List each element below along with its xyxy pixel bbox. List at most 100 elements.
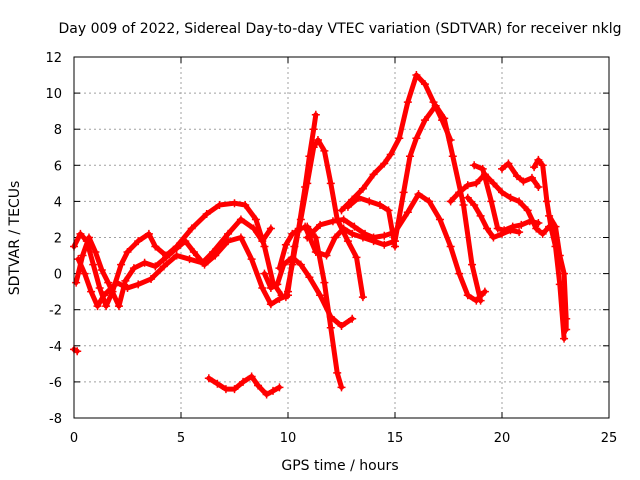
data-point-marker xyxy=(420,80,429,89)
series-track-q xyxy=(545,211,571,334)
data-point-marker xyxy=(515,228,524,237)
data-point-marker xyxy=(523,206,532,215)
data-point-marker xyxy=(562,325,571,334)
data-point-marker xyxy=(89,260,98,269)
data-point-marker xyxy=(311,247,320,256)
data-point-marker xyxy=(446,242,455,251)
data-point-marker xyxy=(542,197,551,206)
data-point-marker xyxy=(104,278,113,287)
series-line xyxy=(283,112,319,300)
data-point-marker xyxy=(504,159,513,168)
data-point-marker xyxy=(380,159,389,168)
data-point-marker xyxy=(339,215,348,224)
series-track-d xyxy=(260,253,357,330)
data-point-marker xyxy=(224,229,233,238)
data-point-marker xyxy=(326,179,335,188)
y-tick-label: 8 xyxy=(54,123,62,138)
series-track-s xyxy=(70,345,82,356)
data-point-marker xyxy=(260,242,269,251)
data-point-marker xyxy=(151,242,160,251)
data-point-marker xyxy=(202,210,211,219)
data-point-marker xyxy=(354,193,363,202)
data-point-marker xyxy=(123,247,132,256)
data-point-marker xyxy=(313,136,322,145)
data-point-marker xyxy=(534,155,543,164)
data-point-marker xyxy=(380,231,389,240)
data-point-marker xyxy=(144,229,153,238)
data-point-marker xyxy=(296,260,305,269)
data-point-marker xyxy=(429,98,438,107)
data-point-marker xyxy=(87,287,96,296)
data-point-marker xyxy=(348,229,357,238)
data-point-marker xyxy=(309,125,318,134)
data-point-marker xyxy=(172,251,181,260)
data-point-marker xyxy=(519,177,528,186)
data-point-marker xyxy=(337,321,346,330)
data-point-marker xyxy=(438,116,447,125)
data-point-marker xyxy=(562,314,571,323)
data-point-marker xyxy=(328,217,337,226)
y-axis-label: SDTVAR / TECUs xyxy=(7,181,23,296)
data-point-marker xyxy=(254,381,263,390)
data-point-marker xyxy=(517,220,526,229)
data-point-marker xyxy=(159,262,168,271)
data-point-marker xyxy=(211,251,220,260)
data-point-marker xyxy=(459,201,468,210)
data-point-marker xyxy=(236,215,245,224)
data-point-marker xyxy=(311,110,320,119)
x-tick-label: 25 xyxy=(601,431,618,446)
data-point-marker xyxy=(266,300,275,309)
data-point-marker xyxy=(455,269,464,278)
data-point-marker xyxy=(288,260,297,269)
data-point-marker xyxy=(333,368,342,377)
data-point-marker xyxy=(72,278,81,287)
data-point-marker xyxy=(463,193,472,202)
data-point-marker xyxy=(185,255,194,264)
data-point-marker xyxy=(399,188,408,197)
data-point-marker xyxy=(455,188,464,197)
data-point-marker xyxy=(200,260,209,269)
data-point-marker xyxy=(472,179,481,188)
data-point-marker xyxy=(506,226,515,235)
data-point-marker xyxy=(172,244,181,253)
data-point-marker xyxy=(311,233,320,242)
data-point-marker xyxy=(247,372,256,381)
data-point-marker xyxy=(551,222,560,231)
x-tick-label: 10 xyxy=(280,431,297,446)
data-point-marker xyxy=(273,280,282,289)
data-point-marker xyxy=(498,164,506,173)
grid-lines xyxy=(74,57,609,418)
data-point-marker xyxy=(305,152,314,161)
data-point-marker xyxy=(358,184,367,193)
data-point-marker xyxy=(369,237,378,246)
data-point-marker xyxy=(560,334,569,343)
data-point-marker xyxy=(337,383,346,392)
data-point-marker xyxy=(140,258,149,267)
data-point-marker xyxy=(266,224,275,233)
data-point-marker xyxy=(258,237,267,246)
data-point-marker xyxy=(215,201,224,210)
plot-frame xyxy=(73,56,610,419)
data-point-marker xyxy=(498,188,506,197)
data-point-marker xyxy=(230,385,239,394)
data-point-marker xyxy=(476,296,485,305)
data-point-marker xyxy=(414,190,423,199)
series-line xyxy=(499,161,541,190)
data-point-marker xyxy=(102,302,111,311)
data-point-marker xyxy=(489,233,498,242)
data-point-marker xyxy=(189,247,198,256)
data-point-marker xyxy=(386,150,395,159)
data-point-marker xyxy=(498,229,506,238)
x-tick-label: 5 xyxy=(177,431,185,446)
data-point-marker xyxy=(91,247,100,256)
data-point-marker xyxy=(320,278,329,287)
data-point-marker xyxy=(316,291,325,300)
data-point-marker xyxy=(343,202,352,211)
data-point-marker xyxy=(80,269,89,278)
data-point-marker xyxy=(147,275,156,284)
data-point-marker xyxy=(358,233,367,242)
data-point-marker xyxy=(446,136,455,145)
series-track-e xyxy=(275,222,346,392)
y-tick-label: 2 xyxy=(54,232,62,247)
data-point-marker xyxy=(348,314,357,323)
